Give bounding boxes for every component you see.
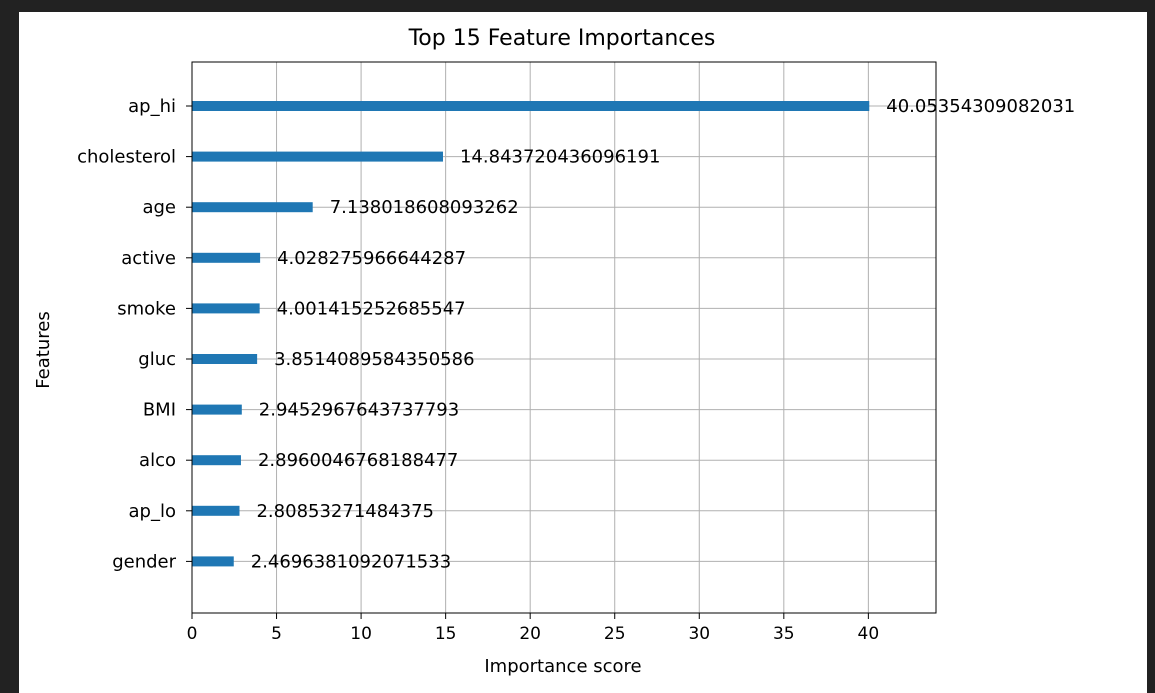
y-tick-label: age: [142, 197, 176, 218]
y-tick-label: cholesterol: [77, 147, 176, 168]
bar-alco: [192, 455, 241, 466]
value-label: 2.8960046768188477: [258, 450, 458, 471]
value-label: 2.9452967643737793: [259, 400, 459, 421]
bar-gender: [192, 556, 234, 567]
value-label: 4.001415252685547: [277, 298, 466, 319]
value-label: 7.138018608093262: [330, 197, 519, 218]
bar-ap_hi: [192, 101, 870, 111]
bar-BMI: [192, 404, 242, 415]
y-tick-label: ap_lo: [129, 501, 176, 522]
value-label: 14.843720436096191: [460, 147, 660, 168]
y-tick-label: BMI: [143, 400, 176, 421]
grid-layer: [191, 62, 936, 613]
x-tick-label: 15: [435, 624, 457, 644]
y-axis-label: Features: [33, 311, 54, 388]
bar-layer: [192, 101, 870, 567]
value-label: 2.80853271484375: [256, 501, 434, 522]
bar-age: [192, 202, 313, 213]
x-tick-label: 5: [271, 624, 282, 644]
value-label: 4.028275966644287: [277, 248, 466, 269]
x-tick-label: 35: [773, 624, 795, 644]
x-axis-label: Importance score: [484, 656, 641, 677]
value-label-layer: 40.05354309082031 14.843720436096191 7.138…: [251, 96, 1075, 572]
figure: 0 5 10 15 20 25 30 35 40 ap_hi cholesterol age activ…: [19, 12, 1147, 693]
plot-frame: [191, 61, 937, 614]
y-tick-label: alco: [139, 450, 176, 471]
value-label: 40.05354309082031: [886, 96, 1075, 117]
bar-active: [192, 252, 261, 263]
x-tick-label: 40: [858, 624, 880, 644]
x-tick-label: 0: [187, 624, 198, 644]
y-tick-label: active: [121, 248, 176, 269]
x-tick-label: 20: [519, 624, 541, 644]
y-tick-label: gluc: [138, 349, 176, 370]
feature-importance-chart: 0 5 10 15 20 25 30 35 40 ap_hi cholesterol age activ…: [33, 26, 1075, 677]
bar-gluc: [192, 354, 258, 364]
bar-ap_lo: [192, 505, 240, 516]
value-label: 2.4696381092071533: [251, 551, 451, 572]
x-tick-label: 25: [604, 624, 626, 644]
y-tick-label: ap_hi: [128, 96, 176, 117]
y-tick-label: smoke: [117, 298, 176, 319]
y-tick-label: gender: [112, 551, 176, 572]
x-tick-label: 30: [688, 624, 710, 644]
chart-title: Top 15 Feature Importances: [408, 26, 716, 51]
bar-smoke: [192, 303, 260, 314]
value-label: 3.8514089584350586: [274, 349, 474, 370]
tick-layer: 0 5 10 15 20 25 30 35 40 ap_hi cholesterol age activ…: [77, 96, 879, 644]
bar-cholesterol: [192, 151, 443, 162]
x-tick-label: 10: [350, 624, 372, 644]
